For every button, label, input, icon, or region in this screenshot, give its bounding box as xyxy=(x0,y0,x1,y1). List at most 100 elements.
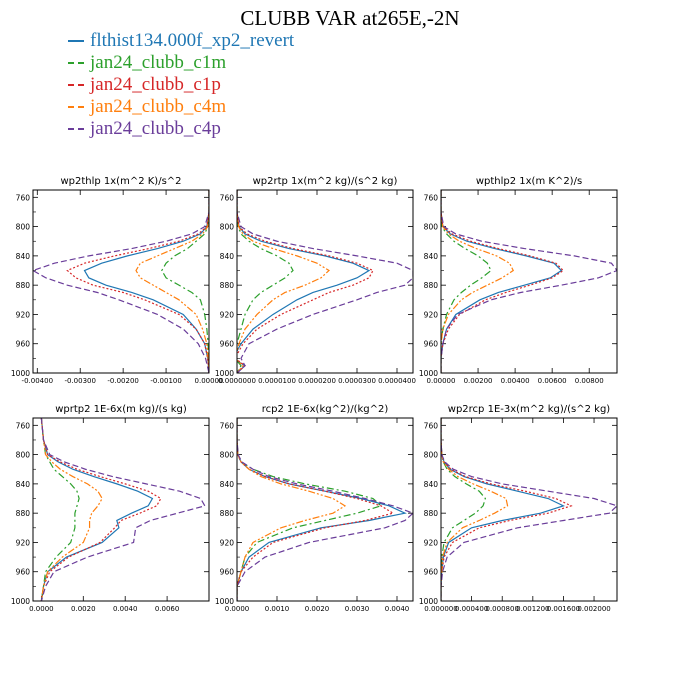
y-tick-label: 960 xyxy=(16,340,31,349)
series-line xyxy=(441,190,492,373)
series-line xyxy=(237,190,294,373)
x-tick-label: 0.001200 xyxy=(516,605,549,613)
x-tick-label: 0.00000 xyxy=(195,377,224,385)
y-tick-label: 800 xyxy=(424,223,439,232)
legend-swatch xyxy=(68,84,84,86)
series-line xyxy=(441,418,566,601)
y-tick-label: 920 xyxy=(424,310,439,319)
x-tick-label: 0.00000 xyxy=(427,377,456,385)
series-line xyxy=(66,190,209,373)
y-tick-label: 960 xyxy=(424,340,439,349)
series-line xyxy=(237,418,383,601)
series-line xyxy=(237,418,413,601)
x-tick-label: 0.00800 xyxy=(575,377,604,385)
legend-label: jan24_clubb_c1p xyxy=(90,74,221,95)
series-line xyxy=(237,418,347,601)
y-tick-label: 760 xyxy=(220,193,235,202)
x-tick-label: -0.00300 xyxy=(64,377,95,385)
y-tick-label: 880 xyxy=(16,281,31,290)
chart-panel: wp2rcp 1E-3x(m^2 kg)/(s^2 kg) 760 800 840 88… xyxy=(419,404,618,613)
x-tick-label: 0.0060 xyxy=(155,605,180,613)
y-tick-label: 800 xyxy=(16,223,31,232)
panel-title: wprtp2 1E-6x(m kg)/(s kg) xyxy=(55,404,187,415)
y-tick-label: 1000 xyxy=(215,369,234,378)
x-tick-label: 0.0000 xyxy=(225,605,250,613)
x-tick-label: -0.00100 xyxy=(150,377,181,385)
y-tick-label: 800 xyxy=(220,451,235,460)
panel-title: wpthlp2 1x(m K^2)/s xyxy=(476,176,582,187)
x-tick-label: 0.00600 xyxy=(538,377,567,385)
y-tick-label: 960 xyxy=(220,568,235,577)
y-tick-label: 840 xyxy=(220,252,235,261)
legend-item: flthist134.000f_xp2_revert xyxy=(68,30,294,52)
series-line xyxy=(441,190,563,373)
y-tick-label: 920 xyxy=(16,310,31,319)
y-tick-label: 920 xyxy=(220,538,235,547)
y-tick-label: 880 xyxy=(220,281,235,290)
y-tick-label: 880 xyxy=(424,509,439,518)
series-line xyxy=(237,190,413,373)
legend-label: jan24_clubb_c4p xyxy=(90,118,221,139)
plot-frame xyxy=(440,189,618,374)
legend-swatch xyxy=(68,106,84,108)
chart-panel: wprtp2 1E-6x(m kg)/(s kg) 760 800 840 880 920… xyxy=(11,404,210,613)
y-tick-label: 920 xyxy=(16,538,31,547)
y-tick-label: 760 xyxy=(16,193,31,202)
x-tick-label: 0.0020 xyxy=(71,605,96,613)
y-tick-label: 840 xyxy=(16,252,31,261)
chart-panel: wpthlp2 1x(m K^2)/s 760 800 840 880 920 960 100… xyxy=(419,176,618,385)
series-line xyxy=(441,190,565,373)
legend-swatch xyxy=(68,40,84,42)
x-tick-label: 0.0030 xyxy=(345,605,370,613)
x-tick-label: -0.00400 xyxy=(22,377,53,385)
series-line xyxy=(135,190,209,373)
series-line xyxy=(33,190,209,373)
x-tick-label: 0.0040 xyxy=(385,605,410,613)
legend-label: flthist134.000f_xp2_revert xyxy=(90,30,295,51)
x-tick-label: 0.0040 xyxy=(113,605,138,613)
series-line xyxy=(441,418,487,601)
y-tick-label: 840 xyxy=(424,480,439,489)
series-line xyxy=(237,190,371,373)
series-line xyxy=(441,418,573,601)
x-tick-label: 0.0000200 xyxy=(298,377,336,385)
series-line xyxy=(441,418,617,601)
legend-item: jan24_clubb_c1m xyxy=(68,52,294,74)
y-tick-label: 800 xyxy=(424,451,439,460)
x-tick-label: 0.002000 xyxy=(577,605,610,613)
legend: flthist134.000f_xp2_revert jan24_clubb_c… xyxy=(68,30,294,140)
y-tick-label: 880 xyxy=(16,509,31,518)
plot-frame xyxy=(32,417,210,602)
y-tick-label: 960 xyxy=(16,568,31,577)
figure-title: CLUBB VAR at265E,-2N xyxy=(240,6,460,30)
series-line xyxy=(40,418,162,601)
x-tick-label: 0.0020 xyxy=(305,605,330,613)
y-tick-label: 880 xyxy=(424,281,439,290)
x-tick-label: 0.0010 xyxy=(265,605,290,613)
chart-panel: wp2rtp 1x(m^2 kg)/(s^2 kg) 760 800 840 880 92… xyxy=(215,176,416,385)
y-tick-label: 1000 xyxy=(419,369,438,378)
x-tick-label: 0.00400 xyxy=(501,377,530,385)
legend-swatch xyxy=(68,128,84,130)
x-tick-label: 0.001600 xyxy=(547,605,580,613)
y-tick-label: 840 xyxy=(16,480,31,489)
series-line xyxy=(237,190,374,373)
series-line xyxy=(83,190,209,373)
x-tick-label: 0.000400 xyxy=(455,605,488,613)
y-tick-label: 1000 xyxy=(215,597,234,606)
x-tick-label: 0.0000400 xyxy=(378,377,416,385)
x-tick-label: 0.000800 xyxy=(486,605,519,613)
series-line xyxy=(161,190,209,373)
y-tick-label: 880 xyxy=(220,509,235,518)
panel-title: wp2rtp 1x(m^2 kg)/(s^2 kg) xyxy=(253,176,398,187)
series-line xyxy=(441,418,509,601)
x-tick-label: 0.0000 xyxy=(29,605,54,613)
x-tick-label: 0.00200 xyxy=(464,377,493,385)
y-tick-label: 920 xyxy=(220,310,235,319)
plot-frame xyxy=(236,189,414,374)
y-tick-label: 920 xyxy=(424,538,439,547)
y-tick-label: 800 xyxy=(220,223,235,232)
panel-title: rcp2 1E-6x(kg^2)/(kg^2) xyxy=(262,404,389,415)
y-tick-label: 800 xyxy=(16,451,31,460)
y-tick-label: 760 xyxy=(424,421,439,430)
